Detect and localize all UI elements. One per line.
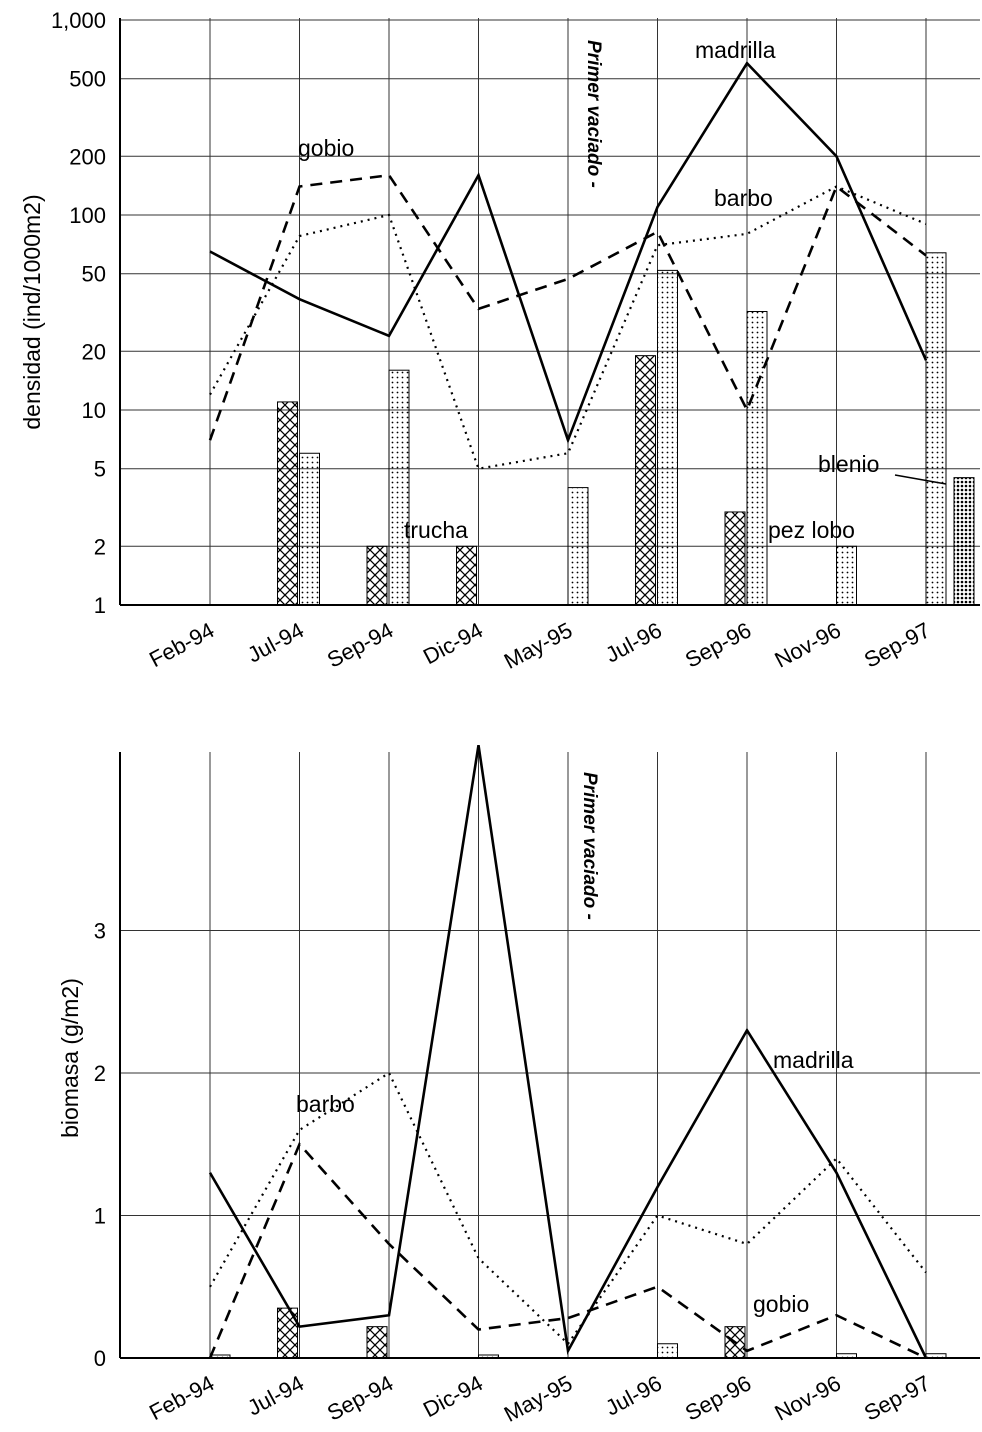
density-y-tick-labels: 1 2 5 10 20 50 100 200 500 1,000 [51, 8, 106, 618]
density-y-axis-title: densidad (ind/1000m2) [19, 194, 45, 429]
density-drain-annotation: Primer vaciado - [583, 40, 604, 188]
biomass-x-tick-label: Feb-94 [145, 1370, 218, 1425]
density-bar-trucha [636, 356, 656, 605]
density-bar-trucha [367, 546, 387, 605]
density-label-pez-lobo: pez lobo [768, 517, 855, 543]
density-x-tick-label: Sep-97 [860, 617, 934, 672]
density-bar-pez-lobo [568, 488, 588, 605]
density-bar-pez-lobo [658, 270, 678, 605]
density-chart: 1 2 5 10 20 50 100 200 500 1,000 Feb-94 Jul-94 Sep-… [19, 8, 980, 674]
density-label-trucha: trucha [404, 517, 468, 543]
density-bar-pez-lobo [389, 370, 409, 605]
density-x-tick-label: Jul-94 [243, 617, 308, 667]
biomass-bar-pez-lobo [658, 1344, 678, 1358]
density-bar-trucha [278, 402, 298, 605]
density-x-tick-label: Jul-96 [601, 617, 666, 667]
density-x-tick-label: Nov-96 [770, 617, 844, 672]
density-x-tick-label: Sep-94 [323, 617, 397, 672]
biomass-x-tick-labels: Feb-94 Jul-94 Sep-94 Dic-94 May-95 Jul-96 Sep-… [145, 1370, 934, 1427]
density-y-tick-label: 20 [82, 339, 106, 364]
biomass-label-barbo: barbo [296, 1091, 355, 1117]
density-y-tick-label: 2 [94, 534, 106, 559]
density-x-tick-label: Dic-94 [419, 617, 487, 669]
density-bar-blenio [954, 478, 974, 605]
density-y-tick-label: 500 [69, 67, 106, 92]
density-x-tick-label: Feb-94 [145, 617, 218, 672]
biomass-label-gobio: gobio [753, 1291, 809, 1317]
density-y-tick-label: 10 [82, 398, 106, 423]
density-label-barbo: barbo [714, 185, 773, 211]
density-bar-pez-lobo [837, 546, 857, 605]
biomass-x-tick-label: Nov-96 [770, 1370, 844, 1425]
density-x-tick-label: Sep-96 [681, 617, 755, 672]
density-label-madrilla: madrilla [695, 37, 776, 63]
density-bar-pez-lobo [747, 311, 767, 605]
density-x-tick-labels: Feb-94 Jul-94 Sep-94 Dic-94 May-95 Jul-96 Sep-… [145, 617, 934, 674]
biomass-y-axis-title: biomasa (g/m2) [57, 978, 83, 1138]
biomass-drain-annotation: Primer vaciado - [579, 772, 600, 920]
density-bar-pez-lobo [926, 253, 946, 605]
density-y-tick-label: 1 [94, 593, 106, 618]
density-y-tick-label: 200 [69, 144, 106, 169]
density-bar-trucha [457, 546, 477, 605]
biomass-x-tick-label: Sep-94 [323, 1370, 397, 1425]
biomass-label-madrilla: madrilla [773, 1047, 854, 1073]
biomass-y-tick-label: 3 [94, 919, 106, 944]
density-y-tick-label: 50 [82, 262, 106, 287]
biomass-y-tick-labels: 0 1 2 3 [94, 919, 106, 1372]
density-y-tick-label: 5 [94, 457, 106, 482]
density-bar-trucha [725, 512, 745, 605]
density-label-gobio: gobio [298, 135, 354, 161]
biomass-y-tick-label: 1 [94, 1204, 106, 1229]
biomass-x-tick-label: Sep-96 [681, 1370, 755, 1425]
biomass-y-tick-label: 0 [94, 1346, 106, 1371]
density-y-tick-label: 100 [69, 203, 106, 228]
biomass-x-tick-label: Dic-94 [419, 1370, 487, 1422]
biomass-x-tick-label: Sep-97 [860, 1370, 934, 1425]
biomass-x-tick-label: Jul-94 [243, 1370, 308, 1420]
density-y-tick-label: 1,000 [51, 8, 106, 33]
density-x-tick-label: May-95 [500, 617, 577, 674]
biomass-bar-trucha [367, 1327, 387, 1358]
biomass-x-tick-label: May-95 [500, 1370, 577, 1427]
density-bar-pez-lobo [300, 453, 320, 605]
biomass-y-tick-label: 2 [94, 1061, 106, 1086]
biomass-chart: 0 1 2 3 Feb-94 Jul-94 Sep-94 Dic-94 May-95 Jul-9… [57, 745, 980, 1427]
density-bars [278, 253, 975, 605]
biomass-x-tick-label: Jul-96 [601, 1370, 666, 1420]
density-label-blenio: blenio [818, 451, 879, 477]
